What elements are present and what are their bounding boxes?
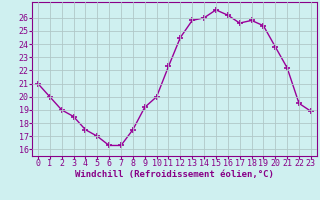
X-axis label: Windchill (Refroidissement éolien,°C): Windchill (Refroidissement éolien,°C) [75, 170, 274, 179]
